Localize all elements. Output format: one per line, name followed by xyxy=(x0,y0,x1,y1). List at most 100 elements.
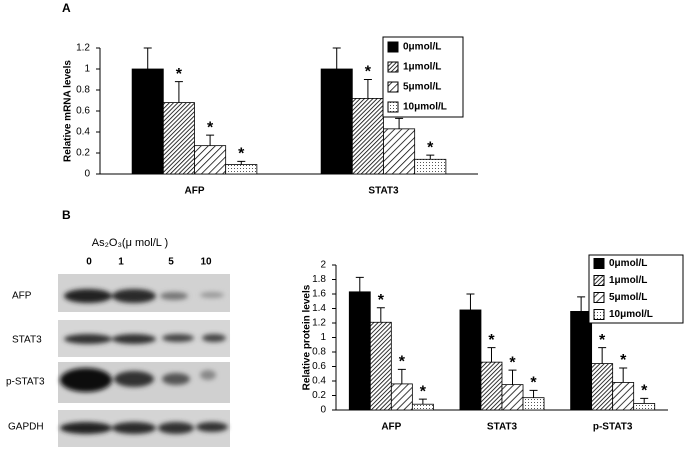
y-axis-label: Relative mRNA levels xyxy=(63,60,74,162)
blot-title: As₂O₃(μ mol/L ) xyxy=(92,237,168,249)
legend-swatch xyxy=(593,258,605,269)
legend-swatch xyxy=(387,81,399,93)
legend-swatch xyxy=(593,275,605,286)
y-tick-label: 1.8 xyxy=(312,274,326,285)
bar xyxy=(225,164,258,175)
x-tick-label: p-STAT3 xyxy=(593,422,633,433)
y-axis-label: Relative protein levels xyxy=(302,284,313,390)
significance-marker: * xyxy=(509,354,516,371)
error-bar xyxy=(397,368,406,384)
bar xyxy=(570,310,593,411)
significance-marker: * xyxy=(599,332,606,349)
bar xyxy=(459,309,482,411)
x-tick-label: AFP xyxy=(381,422,401,433)
bar xyxy=(612,382,635,411)
significance-marker: * xyxy=(238,146,245,163)
bar xyxy=(591,363,614,411)
error-bar xyxy=(598,347,607,364)
y-tick-label: 0.6 xyxy=(76,106,90,117)
dose-label: 0 xyxy=(86,257,92,268)
significance-marker: * xyxy=(620,352,627,369)
blot-row-label: p-STAT3 xyxy=(6,377,45,388)
bar xyxy=(501,384,524,411)
legend-label: 1μmol/L xyxy=(403,62,441,73)
y-tick-label: 0 xyxy=(84,169,90,180)
error-bar xyxy=(487,347,496,363)
error-bar xyxy=(376,307,385,323)
bar xyxy=(351,98,384,175)
legend-label: 10μmol/L xyxy=(403,102,447,113)
significance-marker: * xyxy=(207,119,214,136)
error-bar xyxy=(206,134,215,146)
y-tick-label: 0.4 xyxy=(312,376,326,387)
legend-label: 5μmol/L xyxy=(609,292,647,303)
error-bar xyxy=(619,367,628,383)
panel-label: A xyxy=(62,1,71,15)
y-tick-label: 0.2 xyxy=(312,390,326,401)
dose-label: 1 xyxy=(118,257,124,268)
legend-swatch xyxy=(593,309,605,320)
error-bar xyxy=(418,398,427,405)
significance-marker: * xyxy=(176,66,183,83)
legend-box xyxy=(588,254,684,324)
significance-marker: * xyxy=(420,383,427,400)
y-tick-label: 1.4 xyxy=(312,303,326,314)
y-tick-label: 1 xyxy=(320,332,326,343)
y-tick-label: 1 xyxy=(84,64,90,75)
dose-label: 10 xyxy=(200,257,212,268)
y-tick-label: 0.8 xyxy=(76,85,90,96)
dose-label: 5 xyxy=(168,257,174,268)
y-tick-label: 0.4 xyxy=(76,127,90,138)
error-bar xyxy=(363,79,372,99)
western-blot: As₂O₃(μ mol/L ) 0 1 5 10 AFP STAT3 p-STA… xyxy=(6,237,230,447)
bar xyxy=(320,68,353,175)
error-bar xyxy=(466,293,475,310)
legend-label: 1μmol/L xyxy=(609,275,647,286)
significance-marker: * xyxy=(488,332,495,349)
significance-marker: * xyxy=(427,139,434,156)
bar xyxy=(390,383,413,411)
bar xyxy=(522,397,545,411)
error-bar xyxy=(355,276,364,292)
error-bar xyxy=(640,397,649,404)
bar xyxy=(383,128,416,175)
panel-label: B xyxy=(62,208,71,222)
legend-swatch xyxy=(387,101,399,113)
y-tick-label: 1.6 xyxy=(312,289,326,300)
x-tick-label: STAT3 xyxy=(487,422,518,433)
y-tick-label: 2 xyxy=(320,260,326,271)
blot-row-label: AFP xyxy=(12,291,32,302)
bar xyxy=(411,403,434,411)
significance-marker: * xyxy=(399,354,406,371)
error-bar xyxy=(577,296,586,312)
bar xyxy=(414,158,447,175)
legend-swatch xyxy=(387,61,399,73)
bar xyxy=(348,291,371,411)
legend-label: 5μmol/L xyxy=(403,82,441,93)
x-tick-label: STAT3 xyxy=(368,186,399,197)
legend-swatch xyxy=(593,292,605,303)
error-bar xyxy=(508,369,517,385)
blot-row-label: GAPDH xyxy=(8,422,44,433)
significance-marker: * xyxy=(378,292,385,309)
legend-swatch xyxy=(387,41,399,53)
error-bar xyxy=(529,389,538,398)
bar xyxy=(369,321,392,411)
bar xyxy=(194,145,227,175)
error-bar xyxy=(237,160,246,165)
legend-label: 0μmol/L xyxy=(403,42,441,53)
y-tick-label: 1.2 xyxy=(312,318,326,329)
bar xyxy=(131,68,164,175)
error-bar xyxy=(174,81,183,103)
y-tick-label: 0 xyxy=(320,405,326,416)
error-bar xyxy=(395,117,404,129)
bar xyxy=(480,361,503,411)
y-tick-label: 0.6 xyxy=(312,361,326,372)
y-tick-label: 0.8 xyxy=(312,347,326,358)
bar xyxy=(162,102,195,175)
error-bar xyxy=(426,154,435,160)
significance-marker: * xyxy=(530,375,537,392)
legend-label: 10μmol/L xyxy=(609,309,653,320)
bar xyxy=(633,403,656,411)
